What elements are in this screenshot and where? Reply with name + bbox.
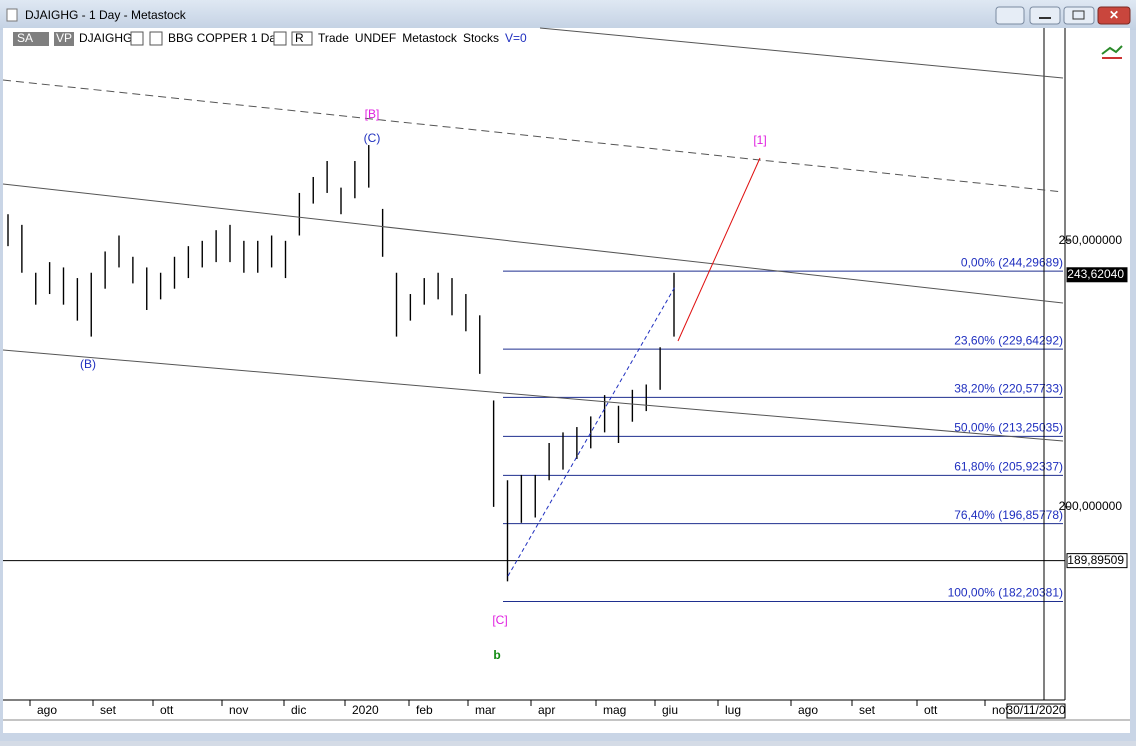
y-tick-label: 250,000000: [1059, 233, 1123, 247]
x-tick-label: mar: [475, 703, 496, 717]
fib-label: 61,80% (205,92337): [954, 460, 1063, 474]
fib-label: 100,00% (182,20381): [948, 586, 1063, 600]
period-dropdown[interactable]: [273, 31, 287, 46]
window-title: DJAIGHG - 1 Day - Metastock: [25, 8, 187, 22]
x-tick-label: ott: [160, 703, 174, 717]
x-tick-label: set: [100, 703, 117, 717]
fib-label: 23,60% (229,64292): [954, 333, 1063, 347]
wave-label: [C]: [492, 613, 507, 627]
toolbar-info: Trade UNDEF Metastock Stocks V=0: [318, 31, 527, 45]
close-icon: ✕: [1109, 8, 1119, 22]
x-tick-label: ago: [798, 703, 818, 717]
maximize-icon: [1072, 10, 1085, 20]
preset-label: SA: [17, 31, 33, 45]
channel-bottom: [2, 349, 1064, 442]
plot: 250,000000 200,000000 243,62040 189,89509 0,…: [3, 145, 1128, 719]
x-tick-label: ott: [924, 703, 938, 717]
channel-top: [539, 27, 1064, 79]
x-tick-label: lug: [725, 703, 741, 717]
r-label: R: [295, 31, 304, 45]
preset-button[interactable]: [13, 32, 49, 46]
wave-label: [1]: [753, 133, 766, 147]
channel-dashed: [2, 79, 1064, 193]
x-tick-label: set: [859, 703, 876, 717]
x-tick-label: feb: [416, 703, 433, 717]
x-tick-label: 2020: [352, 703, 379, 717]
toolbar-item: Stocks: [463, 31, 499, 45]
maximize-button[interactable]: [1063, 6, 1095, 25]
price-marker-label: 189,89509: [1067, 553, 1124, 567]
fib-label: 38,20% (220,57733): [954, 382, 1063, 396]
symbol-dropdown[interactable]: [130, 31, 144, 46]
date-box: [1006, 703, 1066, 719]
x-tick-label: dic: [291, 703, 306, 717]
date-label: 30/11/2020: [1006, 703, 1065, 717]
x-tick-label: nov: [229, 703, 248, 717]
price-marker-label: 243,62040: [1067, 267, 1124, 281]
restore-extra[interactable]: [995, 6, 1025, 25]
security-dropdown[interactable]: [149, 31, 163, 46]
wave-label: (B): [80, 357, 96, 371]
chart-panel: [3, 28, 1130, 733]
toolbar-item: V=0: [505, 31, 527, 45]
x-tick-label: apr: [538, 703, 555, 717]
r-dropdown[interactable]: [291, 31, 313, 46]
signal-icon[interactable]: [1101, 45, 1123, 59]
security-name: BBG COPPER 1 Day: [168, 31, 282, 45]
x-tick-label: ago: [37, 703, 57, 717]
trend-line: [507, 284, 677, 577]
minimize-button[interactable]: [1029, 6, 1061, 25]
channel-middle: [2, 183, 1064, 304]
y-tick-label: 200,000000: [1059, 499, 1123, 513]
symbol: DJAIGHG: [79, 31, 132, 45]
fib-label: 76,40% (196,85778): [954, 508, 1063, 522]
close-button[interactable]: [1097, 6, 1131, 25]
price-marker: [1066, 553, 1128, 569]
vp-label: VP: [56, 31, 72, 45]
fib-label: 0,00% (244,29689): [961, 255, 1063, 269]
toolbar-item: Metastock: [402, 31, 458, 45]
projection-line: [677, 157, 761, 342]
fib-label: 50,00% (213,25035): [954, 421, 1063, 435]
vp-button[interactable]: [54, 32, 74, 46]
wave-label: [B]: [365, 107, 380, 121]
app-icon: [6, 8, 18, 22]
wave-label: b: [493, 648, 500, 662]
wave-label: (C): [364, 131, 381, 145]
price-marker: [1066, 267, 1128, 283]
x-tick-label: giu: [662, 703, 678, 717]
toolbar-item: Trade: [318, 31, 349, 45]
x-tick-label: mag: [603, 703, 626, 717]
toolbar-item: UNDEF: [355, 31, 396, 45]
title-bar: [0, 0, 1136, 30]
